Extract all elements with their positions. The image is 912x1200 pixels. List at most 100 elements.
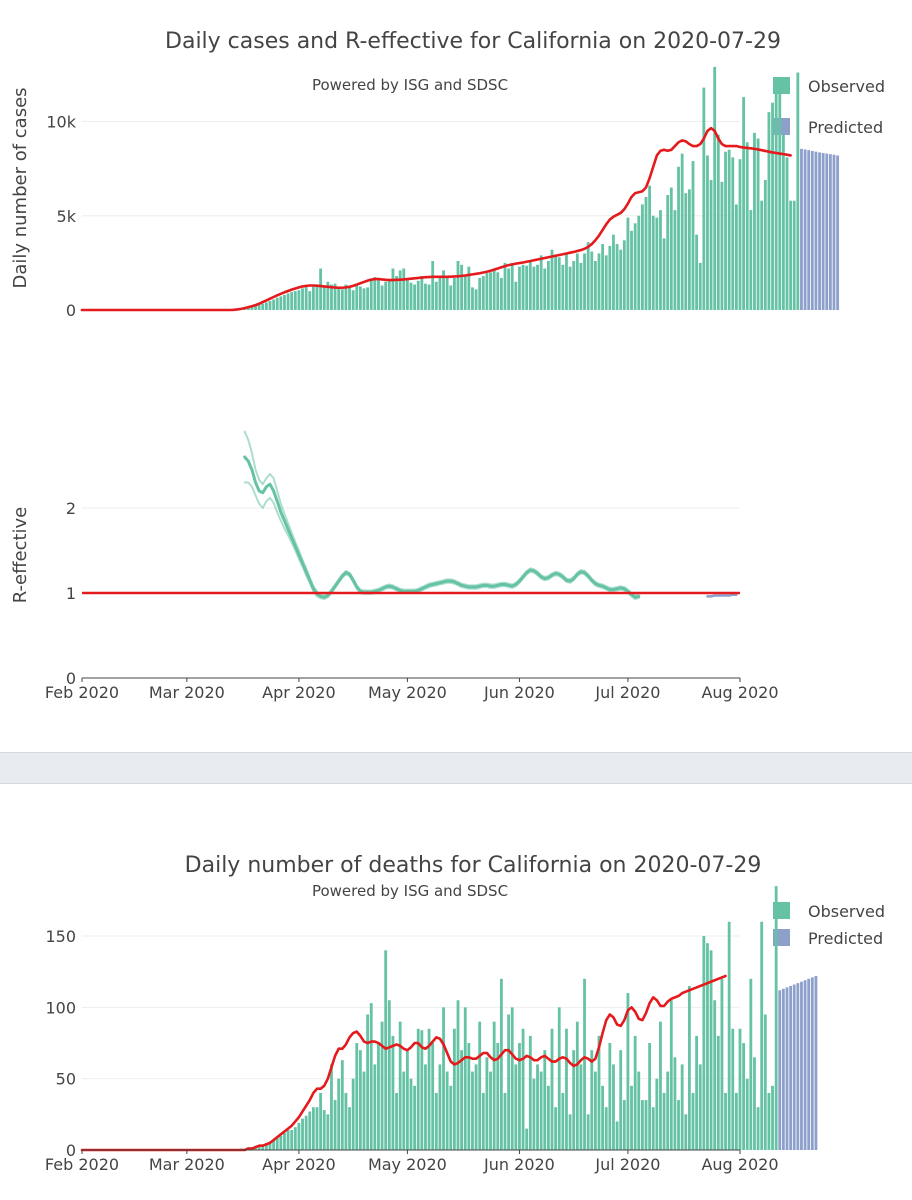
cases-gridlines bbox=[82, 121, 740, 217]
observed-bar bbox=[358, 1050, 362, 1150]
observed-bar bbox=[456, 1000, 460, 1150]
observed-bar bbox=[651, 215, 655, 310]
observed-bar bbox=[731, 157, 735, 310]
y-tick-label: 100 bbox=[45, 998, 76, 1017]
observed-bar bbox=[771, 1085, 774, 1150]
observed-bar bbox=[286, 1130, 290, 1150]
observed-bar bbox=[774, 886, 778, 1150]
observed-bar bbox=[384, 950, 388, 1150]
observed-bar bbox=[518, 1043, 521, 1150]
observed-bar bbox=[434, 281, 438, 310]
observed-bar bbox=[409, 1078, 413, 1150]
observed-bar bbox=[659, 1021, 662, 1150]
observed-bar bbox=[485, 1057, 489, 1150]
observed-bar bbox=[521, 1028, 525, 1150]
observed-bar bbox=[369, 279, 373, 310]
cases-y-axis-title: Daily number of cases bbox=[10, 87, 31, 288]
observed-bar bbox=[340, 1060, 344, 1150]
observed-bar bbox=[637, 215, 641, 310]
observed-bar bbox=[630, 1085, 633, 1150]
legend-predicted-label[interactable]: Predicted bbox=[808, 118, 883, 137]
observed-bar bbox=[489, 1071, 492, 1150]
deaths-legend[interactable]: Observed Predicted bbox=[773, 902, 885, 948]
x-tick-label: Mar 2020 bbox=[149, 683, 225, 702]
observed-bar bbox=[326, 1114, 330, 1150]
cases-chart-title: Daily cases and R-effective for Californ… bbox=[165, 29, 781, 54]
predicted-bar bbox=[810, 150, 814, 310]
reff-lines bbox=[243, 430, 738, 600]
observed-bar bbox=[742, 97, 746, 311]
observed-bar bbox=[507, 1014, 511, 1150]
predicted-bar bbox=[807, 978, 811, 1150]
cases-legend[interactable]: Observed Predicted bbox=[773, 77, 885, 137]
observed-bar bbox=[612, 234, 615, 310]
observed-bar bbox=[499, 277, 503, 310]
observed-bar bbox=[756, 1107, 760, 1150]
observed-bar bbox=[593, 1071, 597, 1150]
observed-bar bbox=[366, 287, 370, 310]
deaths-y-ticks: 0 50 100 150 bbox=[45, 927, 76, 1160]
observed-bar bbox=[481, 1092, 485, 1150]
observed-bar bbox=[546, 261, 550, 310]
observed-bar bbox=[597, 1035, 601, 1150]
observed-bar bbox=[633, 223, 637, 310]
observed-bar bbox=[767, 1092, 771, 1150]
observed-bar bbox=[565, 253, 568, 310]
predicted-bar bbox=[814, 151, 818, 310]
observed-bar bbox=[742, 1043, 746, 1150]
observed-bar bbox=[387, 1000, 391, 1150]
observed-bar bbox=[724, 151, 727, 310]
predicted-bar bbox=[796, 983, 800, 1150]
observed-bar bbox=[536, 1064, 539, 1150]
observed-bar bbox=[532, 266, 536, 310]
observed-bar bbox=[257, 1145, 261, 1150]
observed-bar bbox=[532, 1078, 536, 1150]
predicted-bar bbox=[800, 148, 803, 310]
observed-bar bbox=[377, 278, 380, 310]
observed-bar bbox=[449, 1085, 453, 1150]
deaths-chart-title: Daily number of deaths for California on… bbox=[185, 853, 762, 878]
observed-bar bbox=[706, 155, 709, 310]
legend-observed-label[interactable]: Observed bbox=[808, 77, 885, 96]
observed-bar bbox=[749, 978, 753, 1150]
observed-bar bbox=[442, 1007, 445, 1150]
observed-bar bbox=[680, 1064, 684, 1150]
observed-bar bbox=[673, 210, 677, 310]
y-tick-label: 0 bbox=[66, 1141, 76, 1160]
legend-observed-label[interactable]: Observed bbox=[808, 902, 885, 921]
observed-bar bbox=[261, 1144, 265, 1150]
observed-bar bbox=[669, 1000, 673, 1150]
observed-bar bbox=[687, 189, 691, 310]
legend-predicted-label[interactable]: Predicted bbox=[808, 929, 883, 948]
observed-bar bbox=[640, 1100, 644, 1150]
observed-bar bbox=[760, 200, 764, 310]
observed-bar bbox=[662, 238, 666, 310]
predicted-bar bbox=[800, 981, 803, 1150]
observed-bar bbox=[395, 1092, 398, 1150]
deaths-panel: Daily number of deaths for California on… bbox=[0, 784, 912, 1200]
observed-bar bbox=[264, 302, 268, 310]
observed-bar bbox=[644, 196, 648, 310]
observed-bar bbox=[557, 257, 561, 310]
observed-bar bbox=[427, 1028, 431, 1150]
observed-bar bbox=[380, 1021, 384, 1150]
observed-bar bbox=[467, 1043, 471, 1150]
observed-bar bbox=[478, 1021, 482, 1150]
observed-bar bbox=[279, 296, 283, 310]
legend-observed-swatch[interactable] bbox=[773, 77, 790, 94]
observed-bar bbox=[778, 78, 782, 310]
observed-bar bbox=[691, 161, 695, 310]
observed-bar bbox=[348, 285, 351, 310]
x-tick-label: Feb 2020 bbox=[45, 1155, 119, 1174]
observed-bar bbox=[272, 299, 276, 310]
observed-bar bbox=[380, 285, 384, 310]
observed-bar bbox=[413, 1085, 417, 1150]
x-tick-label: Jul 2020 bbox=[594, 1155, 660, 1174]
observed-bar bbox=[528, 261, 532, 310]
observed-bar bbox=[402, 268, 406, 310]
observed-bar bbox=[604, 255, 608, 310]
observed-bar bbox=[344, 284, 348, 310]
observed-bar bbox=[373, 277, 377, 310]
reff-gridlines bbox=[82, 507, 740, 594]
observed-bar bbox=[630, 230, 633, 310]
